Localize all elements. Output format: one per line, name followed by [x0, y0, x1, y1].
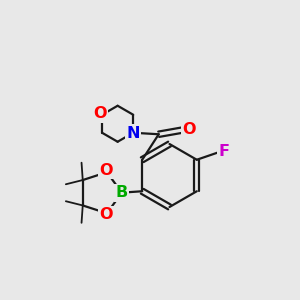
- Text: O: O: [182, 122, 196, 137]
- Text: O: O: [99, 207, 113, 222]
- Text: N: N: [126, 125, 140, 140]
- Text: B: B: [116, 185, 128, 200]
- Text: B: B: [116, 185, 128, 200]
- Text: N: N: [127, 126, 140, 141]
- Text: O: O: [99, 163, 113, 178]
- Text: F: F: [218, 144, 229, 159]
- Text: O: O: [93, 106, 106, 121]
